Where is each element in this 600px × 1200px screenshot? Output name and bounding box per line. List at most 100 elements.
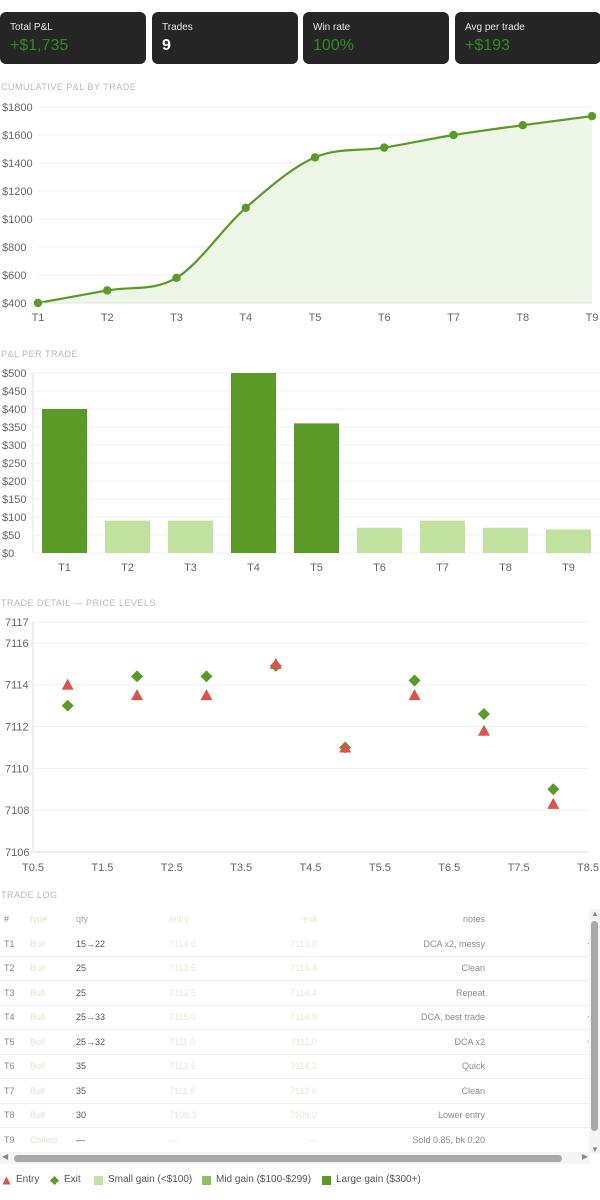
cell-qty: 35	[72, 1078, 165, 1104]
cell-notes: Repeat	[321, 980, 489, 1006]
cell-type: Bull	[26, 1029, 72, 1055]
y-tick-label: $1800	[2, 102, 33, 114]
legend-mid-label: Mid gain ($100-$299)	[216, 1174, 312, 1185]
exit-point	[200, 670, 213, 683]
table-header-row: # type qty entry exit notes P&	[0, 906, 600, 932]
cell-pnl: +$7	[489, 1054, 600, 1079]
cell-exit: 7114.2	[243, 1054, 321, 1079]
cell-entry: 7113.5	[165, 1054, 243, 1079]
winrate-value: 100%	[313, 37, 354, 54]
diamond-icon	[50, 1176, 59, 1185]
col-header-type[interactable]: type	[30, 914, 48, 924]
x-tick-label: T5.5	[369, 862, 391, 874]
bar	[168, 520, 213, 553]
cell-notes: DCA, best trade	[321, 1005, 489, 1030]
data-point	[172, 273, 181, 282]
data-point	[103, 286, 112, 295]
x-tick-label: T1.5	[91, 862, 113, 874]
entry-point	[477, 724, 490, 736]
scroll-up-icon[interactable]: ▲	[591, 909, 599, 918]
bar	[420, 520, 465, 553]
x-tick-label: T5	[309, 312, 322, 324]
x-tick-label: T4	[239, 312, 252, 324]
y-tick-label: $1600	[2, 130, 33, 142]
cell-entry: 7113.5	[165, 980, 243, 1006]
entry-point	[61, 678, 74, 690]
avg-label: Avg per trade	[465, 22, 525, 33]
total-pnl-value: +$1,735	[10, 37, 69, 54]
exit-point	[131, 670, 144, 683]
area-fill	[38, 116, 592, 303]
data-point	[518, 121, 527, 130]
cell-num: T5	[0, 1029, 26, 1055]
y-tick-label: 7114	[5, 680, 29, 692]
cell-type: Bull	[26, 932, 72, 957]
bar	[483, 527, 528, 553]
cell-num: T2	[0, 956, 26, 981]
x-tick-label: T0.5	[22, 862, 44, 874]
exit-point	[61, 699, 74, 712]
scroll-left-icon[interactable]: ◀	[2, 1152, 9, 1161]
vertical-scrollbar[interactable]: ▲ ▼	[589, 909, 600, 1154]
entry-point	[269, 657, 282, 669]
vertical-scroll-thumb[interactable]	[591, 921, 598, 1131]
price-levels-chart: 7106 7108 7110 7112 7114 7116 7117 T0.5 T1.5 T2.5…	[5, 617, 599, 874]
col-header-entry[interactable]: entry	[169, 914, 190, 924]
horizontal-scrollbar[interactable]: ◀ ▶	[0, 1152, 590, 1164]
total-pnl-label: Total P&L	[10, 22, 53, 33]
x-tick-label: T7.5	[508, 862, 530, 874]
col-header-exit[interactable]: exit	[302, 914, 317, 924]
trade-log-table-wrap[interactable]: # type qty entry exit notes P& T1Bull15→…	[0, 906, 600, 1156]
y-tick-label: $0	[2, 548, 14, 560]
cell-qty: 25→33	[72, 1005, 165, 1030]
y-tick-label: 7106	[5, 847, 29, 859]
cell-num: T4	[0, 1005, 26, 1030]
cell-notes: DCA x2	[321, 1029, 489, 1055]
cell-qty: 25	[72, 980, 165, 1006]
cell-notes: Clean	[321, 1078, 489, 1104]
per-trade-title: P&L PER TRADE	[1, 349, 79, 359]
x-tick-label: T3	[170, 312, 183, 324]
bar	[357, 527, 402, 553]
col-header-num[interactable]: #	[4, 914, 10, 924]
cell-qty: 15→22	[72, 932, 165, 957]
total-pnl-card: Total P&L +$1,735	[0, 12, 146, 64]
legend-small-label: Small gain (<$100)	[108, 1174, 193, 1185]
y-tick-label: $400	[2, 298, 26, 310]
y-tick-label: $450	[2, 386, 26, 398]
entry-point	[547, 797, 560, 809]
y-tick-label: 7108	[5, 805, 29, 817]
col-header-qty[interactable]: qty	[76, 914, 89, 924]
y-tick-label: $100	[2, 512, 26, 524]
scroll-down-icon[interactable]: ▼	[591, 1145, 599, 1154]
trade-log-table: # type qty entry exit notes P& T1Bull15→…	[0, 906, 600, 1153]
trades-label: Trades	[162, 22, 193, 33]
data-point	[587, 111, 597, 121]
cell-num: T8	[0, 1103, 26, 1128]
cell-notes: Quick	[321, 1054, 489, 1079]
per-trade-chart: $0 $50 $100 $150 $200 $250 $300 $350 $400 $450 $50…	[2, 368, 600, 574]
triangle-icon	[2, 1176, 11, 1185]
cell-type: Bull	[26, 1005, 72, 1030]
x-tick-label: T8	[516, 312, 529, 324]
col-header-pnl[interactable]: P&	[489, 906, 600, 932]
scroll-right-icon[interactable]: ▶	[581, 1152, 588, 1161]
trades-value: 9	[162, 37, 171, 54]
cell-exit: 7111.0	[243, 1029, 321, 1055]
y-tick-label: 7110	[5, 763, 29, 775]
horizontal-scroll-thumb[interactable]	[14, 1155, 562, 1162]
cell-qty: 35	[72, 1054, 165, 1079]
data-point	[380, 143, 389, 152]
col-header-notes[interactable]: notes	[462, 914, 485, 924]
y-tick-label: $1200	[2, 186, 33, 198]
cell-exit: 7109.0	[243, 1103, 321, 1128]
